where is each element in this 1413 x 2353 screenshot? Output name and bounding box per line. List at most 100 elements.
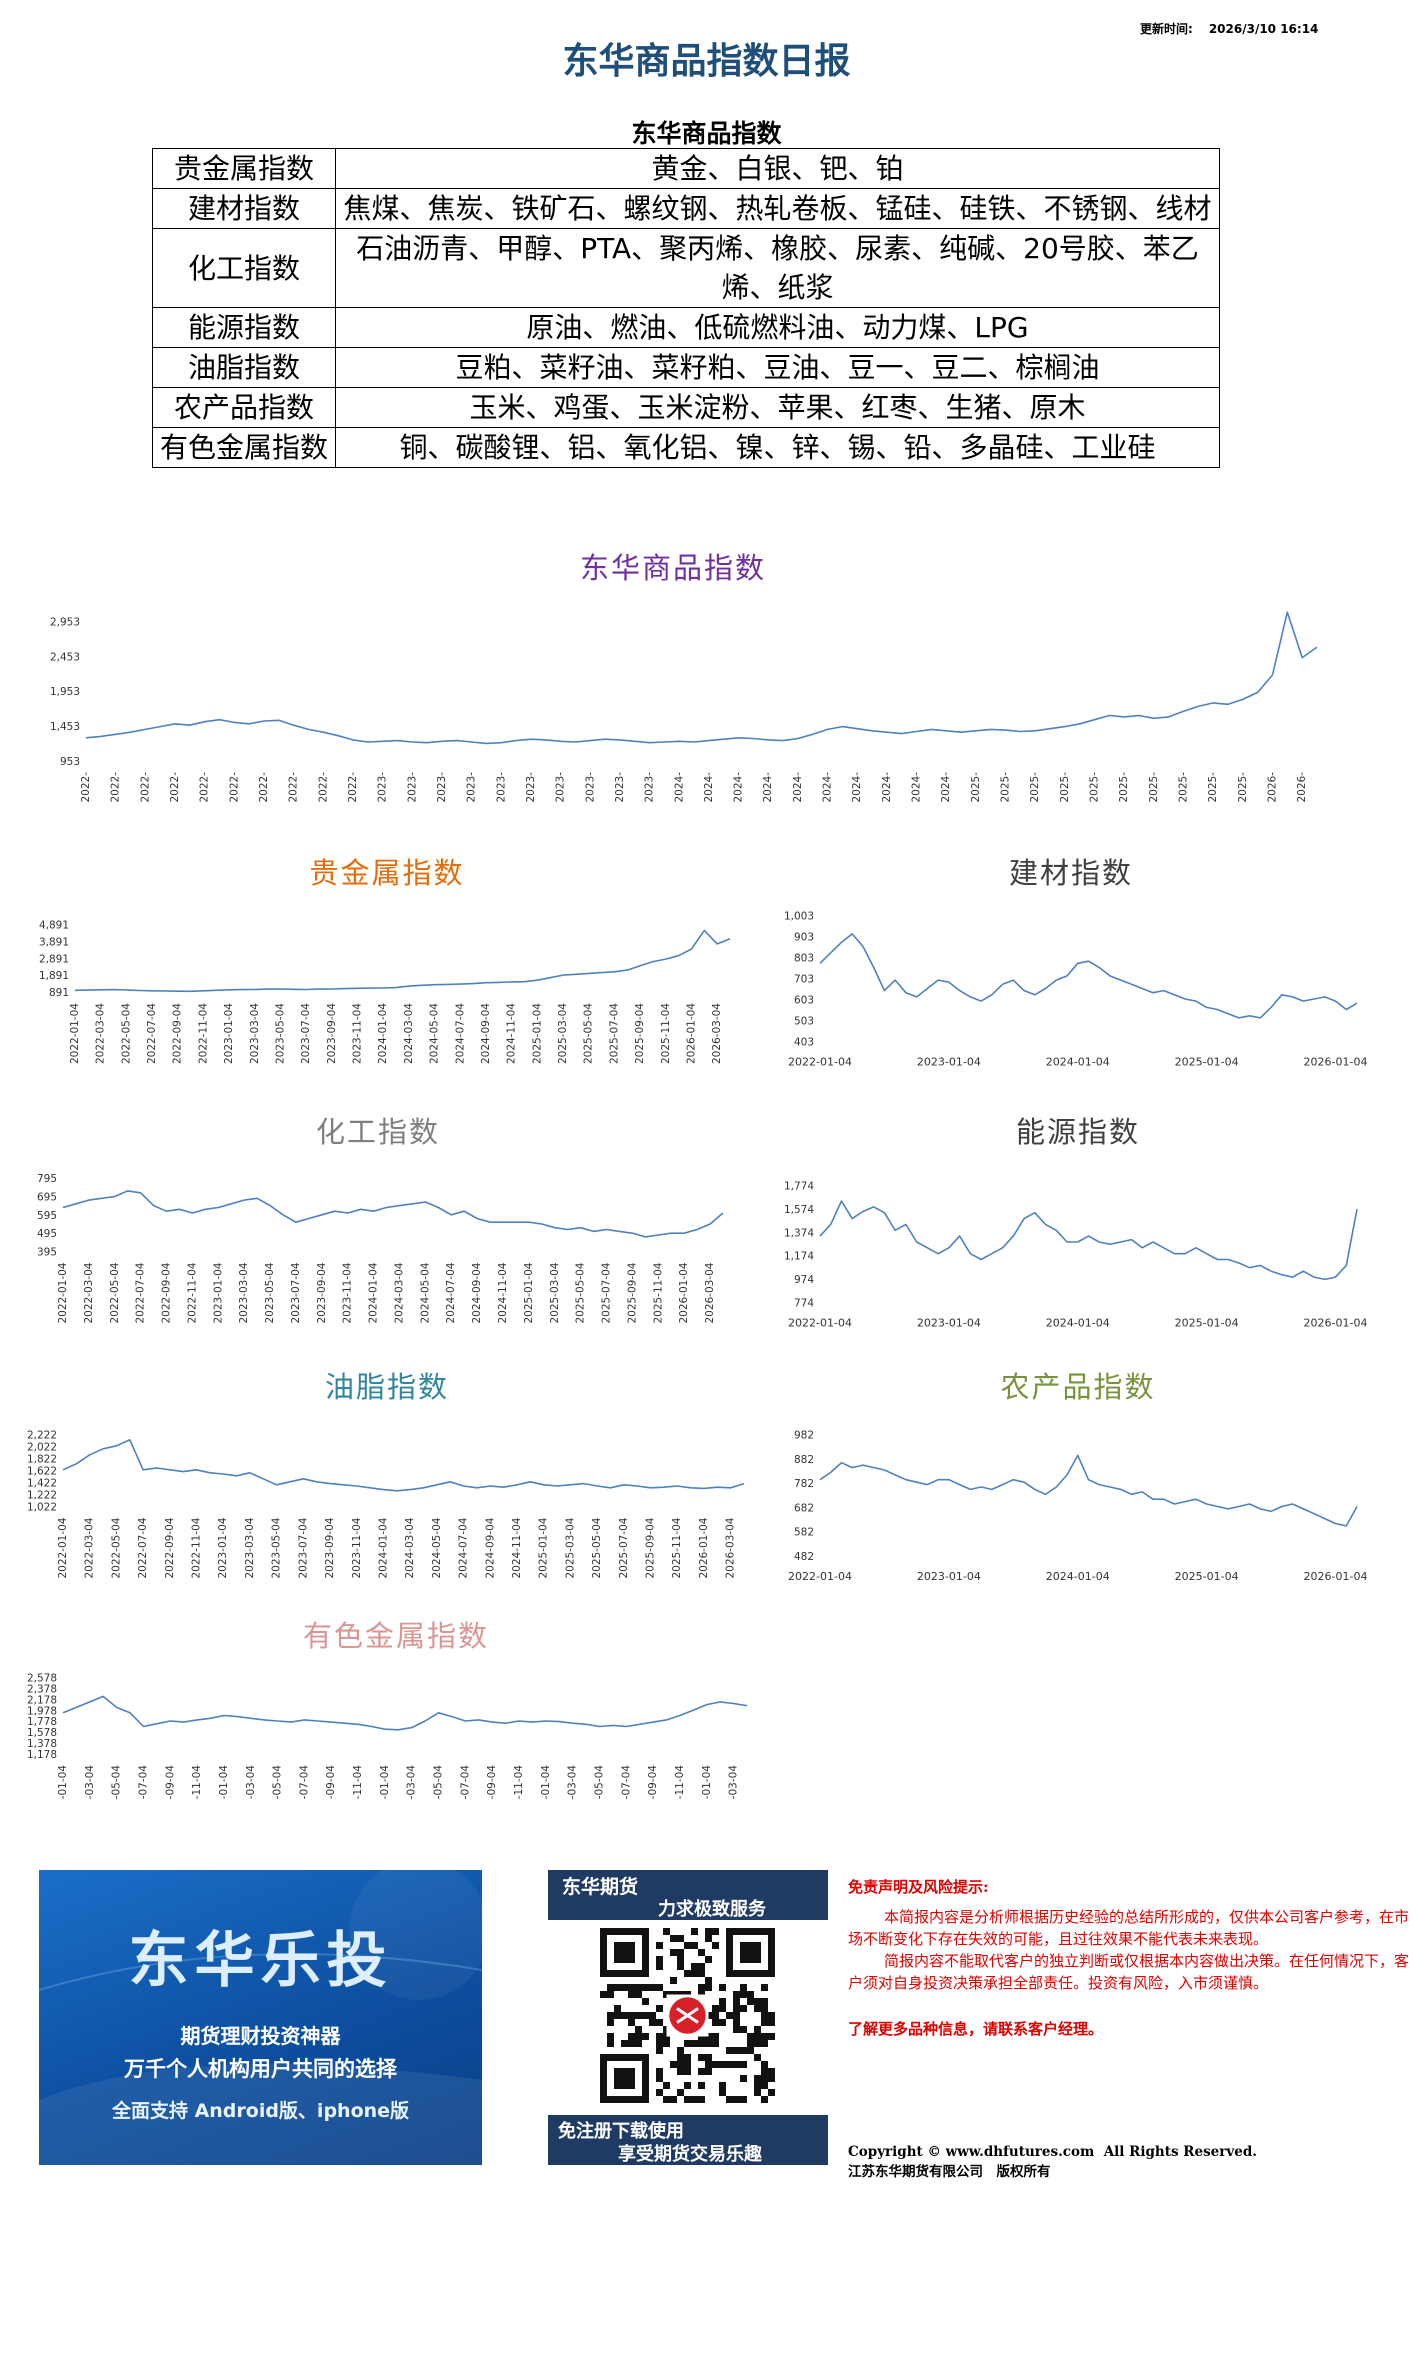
qr-module — [719, 2019, 726, 2026]
x-tick-label: 2024-07-04 — [445, 1262, 457, 1323]
qr-module — [649, 2019, 656, 2026]
qr-module — [691, 2096, 698, 2103]
qr-module — [635, 2033, 642, 2040]
qr-module — [670, 2061, 677, 2068]
x-tick-label: 2025-11-04 — [652, 1262, 664, 1323]
x-tick-label: 2023-11-04 — [352, 1765, 364, 1800]
y-tick-label: 2,891 — [39, 953, 69, 965]
qr-card[interactable]: 东华期货 力求极致服务 免注册下载使用 享受期货交易乐趣 — [548, 1870, 828, 2165]
qr-module — [649, 1984, 656, 1991]
qr-module — [656, 2089, 663, 2096]
qr-module — [733, 2012, 740, 2019]
index-members: 石油沥青、甲醇、PTA、聚丙烯、橡胶、尿素、纯碱、20号胶、苯乙烯、纸浆 — [335, 228, 1220, 308]
y-tick-label: 1,222 — [27, 1490, 57, 1502]
x-tick-label: 2025- — [970, 772, 982, 803]
y-tick-label: 953 — [60, 756, 80, 768]
chart-title: 建材指数 — [1009, 856, 1133, 890]
qr-module — [607, 2033, 614, 2040]
qr-module — [656, 1942, 663, 1949]
x-tick-label: 2024-01-04 — [377, 1003, 389, 1064]
qr-module — [712, 1942, 719, 1949]
table-row: 建材指数 焦煤、焦炭、铁矿石、螺纹钢、热轧卷板、锰硅、硅铁、不锈钢、线材 — [152, 188, 1220, 229]
x-tick-label: 2026-01-04 — [1304, 1317, 1368, 1330]
x-tick-label: 2022-03-04 — [83, 1262, 95, 1323]
qr-module — [761, 2068, 768, 2075]
copyright-line: Copyright © www.dhfutures.com All Rights… — [848, 2144, 1257, 2160]
x-tick-label: 2025- — [1148, 772, 1160, 803]
banner-line: 期货理财投资神器 — [180, 2024, 341, 2048]
table-row: 贵金属指数 黄金、白银、钯、铂 — [152, 148, 1220, 189]
qr-module — [740, 2047, 747, 2054]
update-value: 2026/3/10 16:14 — [1208, 22, 1319, 36]
y-tick-label: 1,574 — [784, 1204, 814, 1216]
qr-module — [733, 2096, 740, 2103]
x-tick-label: 2022-09-04 — [161, 1262, 173, 1323]
index-members: 豆粕、菜籽油、菜籽粕、豆油、豆一、豆二、棕榈油 — [335, 347, 1220, 388]
x-tick-label: 2023-01-04 — [917, 1317, 981, 1330]
qr-module — [628, 1991, 635, 1998]
qr-module — [663, 1928, 670, 1935]
data-line — [85, 611, 1318, 745]
qr-module — [761, 2061, 768, 2068]
update-label: 更新时间: — [1140, 22, 1193, 36]
x-tick-label: 2025-07-04 — [601, 1262, 613, 1323]
x-tick-label: 2024-01-04 — [377, 1517, 389, 1578]
qr-module — [719, 1984, 726, 1991]
line-chart: 贵金属指数 891 1,891 2,891 3,891 4,891 2022-01-04 20… — [39, 856, 731, 1064]
x-tick-label: 2024-03-04 — [403, 1003, 415, 1064]
x-tick-label: 2023-01-04 — [212, 1262, 224, 1323]
index-name: 油脂指数 — [152, 347, 336, 388]
qr-module — [705, 2061, 712, 2068]
qr-module — [656, 2005, 663, 2012]
qr-module — [691, 1970, 698, 1977]
x-tick-label: 2026- — [1296, 772, 1308, 803]
x-tick-label: 2024-11-04 — [513, 1765, 525, 1800]
qr-module — [670, 1977, 677, 1984]
qr-module — [747, 2033, 754, 2040]
qr-module — [740, 2075, 747, 2082]
x-tick-label: 2022-05-04 — [109, 1262, 121, 1323]
qr-module — [698, 1984, 705, 1991]
x-tick-label: 2022-03-04 — [84, 1517, 96, 1578]
x-tick-label: 2022- — [199, 772, 211, 803]
x-tick-label: 2025-05-04 — [593, 1765, 605, 1800]
y-tick-label: 682 — [794, 1502, 814, 1514]
x-tick-label: 2022- — [288, 772, 300, 803]
x-tick-label: 2024-05-04 — [419, 1262, 431, 1323]
x-tick-label: 2025-11-04 — [674, 1765, 686, 1800]
y-tick-label: 503 — [794, 1016, 814, 1028]
line-chart: 建材指数 403 503 603 703 803 903 1,003 2022-01-04 202… — [784, 856, 1368, 1069]
line-chart: 能源指数 774 974 1,174 1,374 1,574 1,774 2022-01-04… — [784, 1115, 1368, 1330]
y-tick-label: 795 — [37, 1173, 57, 1185]
y-tick-label: 2,953 — [50, 616, 80, 628]
qr-module — [719, 2005, 726, 2012]
qr-module — [768, 2068, 775, 2075]
y-tick-label: 974 — [794, 1274, 814, 1286]
x-tick-label: 2025-09-04 — [645, 1517, 657, 1578]
y-tick-label: 803 — [794, 953, 814, 965]
disclaimer-text: 简报内容不能取代客户的独立判断或仅根据本内容做出决策。在任何情况下，客户须对自身… — [848, 1952, 1410, 1992]
qr-module — [684, 2068, 691, 2075]
x-tick-label: 2022-05-04 — [111, 1765, 123, 1800]
x-tick-label: 2025-01-04 — [540, 1765, 552, 1800]
x-tick-label: 2024- — [762, 772, 774, 803]
chart-title: 化工指数 — [316, 1115, 440, 1149]
banner-line: 全面支持 Android版、iphone版 — [111, 2100, 410, 2122]
x-tick-label: 2022-01-04 — [788, 1570, 852, 1583]
x-tick-label: 2022-07-04 — [146, 1003, 158, 1064]
x-tick-label: 2026-03-04 — [704, 1262, 716, 1323]
x-tick-label: 2024-05-04 — [429, 1003, 441, 1064]
x-tick-label: 2024- — [911, 772, 923, 803]
x-tick-label: 2026-03-04 — [728, 1765, 740, 1800]
line-chart: 化工指数 395 495 595 695 795 2022-01-04 2022-03-04 2… — [37, 1115, 724, 1324]
app-banner[interactable]: 东华乐投 期货理财投资神器 万千个人机构用户共同的选择 全面支持 Android… — [39, 1870, 482, 2165]
qr-module — [635, 2026, 642, 2033]
qr-module — [761, 2019, 768, 2026]
x-tick-label: 2022-07-04 — [135, 1262, 147, 1323]
qr-module — [712, 2019, 719, 2026]
y-tick-label: 982 — [794, 1430, 814, 1442]
index-members: 黄金、白银、钯、铂 — [335, 148, 1220, 189]
x-tick-label: 2025-01-04 — [531, 1003, 543, 1064]
qr-module — [614, 2068, 635, 2089]
